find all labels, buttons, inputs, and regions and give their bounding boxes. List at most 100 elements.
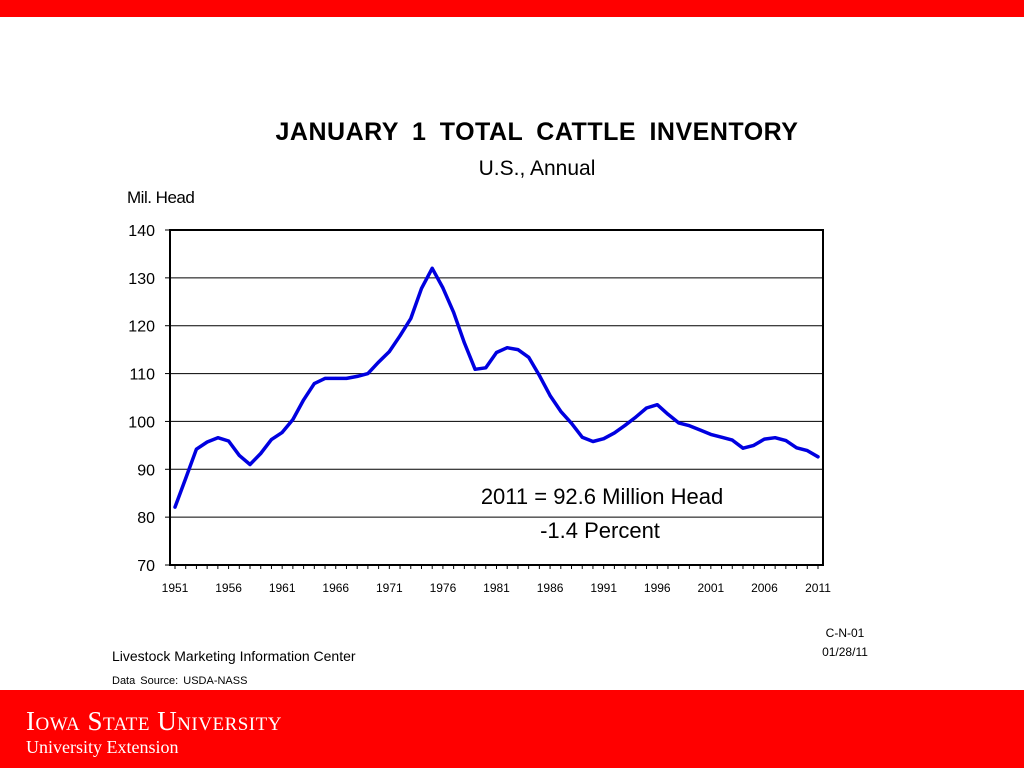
y-tick-label: 100 <box>128 414 155 431</box>
data-point <box>484 366 488 370</box>
series-line <box>173 266 820 509</box>
data-point <box>269 438 273 442</box>
data-point <box>527 355 531 359</box>
data-point <box>677 421 681 425</box>
y-tick-label: 80 <box>137 510 155 527</box>
data-point <box>452 310 456 314</box>
line-chart: 70 80 90 100 110 120 130 140 1951 1956 1961 1966 19… <box>128 223 831 595</box>
x-tick-label: 1986 <box>537 581 564 595</box>
data-point <box>591 440 595 443</box>
data-point <box>398 334 402 338</box>
data-point <box>655 403 659 407</box>
data-point <box>334 376 338 380</box>
data-point <box>645 406 648 410</box>
x-tick-label: 1966 <box>322 581 349 595</box>
data-point <box>623 423 627 427</box>
x-tick-label: 1996 <box>644 581 671 595</box>
data-point <box>666 412 670 416</box>
plot-frame <box>169 229 824 566</box>
data-point <box>612 431 616 435</box>
data-point <box>805 449 809 453</box>
footer-data-source: Data Source: USDA-NASS <box>112 675 248 687</box>
data-point <box>741 446 745 450</box>
x-tick-label: 1961 <box>269 581 296 595</box>
x-tick-label: 1981 <box>483 581 510 595</box>
y-tick-label: 130 <box>128 271 155 288</box>
data-point <box>205 440 209 444</box>
university-logo-wordmark: Iowa State University <box>26 706 282 736</box>
data-point <box>687 424 691 428</box>
data-point <box>227 439 231 443</box>
data-point <box>752 443 756 447</box>
data-point <box>312 382 316 386</box>
data-point <box>345 376 348 380</box>
data-point <box>784 439 788 443</box>
data-point <box>634 415 638 419</box>
data-point <box>194 447 198 451</box>
data-point <box>441 286 445 290</box>
data-point <box>323 376 327 380</box>
data-point <box>720 435 723 439</box>
university-extension-label: University Extension <box>26 737 179 757</box>
chart-title: JANUARY 1 TOTAL CATTLE INVENTORY <box>275 118 799 146</box>
data-point <box>548 394 552 398</box>
data-point <box>495 351 498 354</box>
y-tick-label: 120 <box>128 319 155 336</box>
data-point <box>248 463 252 466</box>
data-point <box>184 476 188 480</box>
data-point <box>505 346 509 350</box>
data-point <box>516 348 520 352</box>
data-point <box>366 372 370 376</box>
y-tick-label: 90 <box>137 462 155 479</box>
y-tick-label: 140 <box>128 223 155 240</box>
x-tick-label: 1991 <box>590 581 617 595</box>
data-point <box>216 436 220 440</box>
x-tick-label: 1976 <box>430 581 457 595</box>
data-point <box>409 317 413 320</box>
data-point <box>559 409 563 413</box>
data-point <box>709 432 713 436</box>
y-axis-label: Mil. Head <box>127 188 195 207</box>
x-tick-label: 1951 <box>162 581 189 595</box>
top-red-bar <box>0 0 1024 17</box>
annotation-total: 2011 = 92.6 Million Head <box>481 484 723 509</box>
bottom-red-band <box>0 690 1024 768</box>
data-point <box>387 350 391 354</box>
y-tick-label: 110 <box>129 367 155 384</box>
data-point <box>291 418 295 421</box>
data-point <box>537 374 541 377</box>
x-tick-label: 2001 <box>697 581 724 595</box>
gridlines <box>170 277 823 518</box>
data-point <box>762 437 766 441</box>
data-point <box>173 505 177 509</box>
data-point <box>773 436 777 440</box>
slide-date: 01/28/11 <box>822 645 868 659</box>
x-tick-label: 1956 <box>215 581 242 595</box>
data-point <box>355 374 359 378</box>
chart-subtitle: U.S., Annual <box>478 157 596 180</box>
data-point <box>259 452 263 455</box>
data-point <box>280 430 284 434</box>
data-point <box>473 367 477 371</box>
data-point <box>795 446 799 450</box>
x-tick-label: 2011 <box>805 581 831 595</box>
data-point <box>570 421 573 425</box>
data-point <box>377 360 381 364</box>
data-point <box>420 286 423 290</box>
y-axis: 70 80 90 100 110 120 130 140 <box>128 223 170 575</box>
slide-code: C-N-01 <box>825 626 865 640</box>
y-tick-label: 70 <box>137 558 155 575</box>
data-point <box>430 266 434 270</box>
data-point <box>602 437 606 441</box>
annotation-percent: -1.4 Percent <box>540 518 660 543</box>
x-axis: 1951 1956 1961 1966 1971 1976 1981 1986 1991 1996… <box>162 565 831 595</box>
data-point <box>237 453 241 457</box>
data-point <box>462 341 466 345</box>
data-point <box>816 455 820 459</box>
data-points <box>173 266 820 509</box>
data-point <box>580 435 584 439</box>
data-point <box>730 438 734 442</box>
data-point <box>698 428 702 432</box>
x-tick-label: 2006 <box>751 581 778 595</box>
footer-organization: Livestock Marketing Information Center <box>112 648 356 664</box>
